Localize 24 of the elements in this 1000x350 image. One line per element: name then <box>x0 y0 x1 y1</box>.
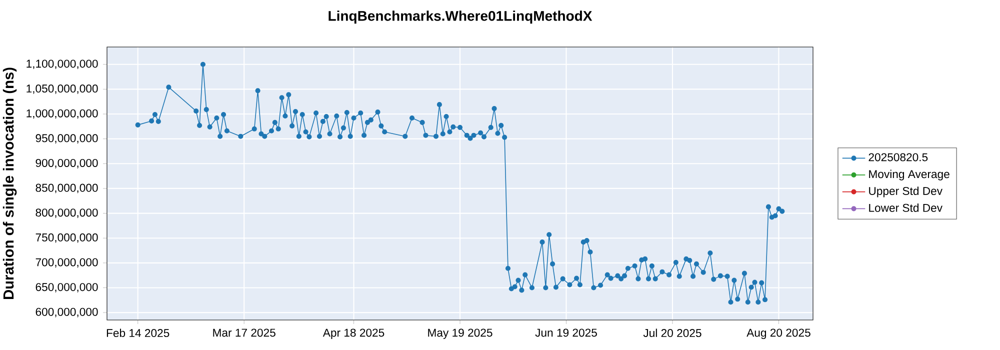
x-tick-label: Aug 20 2025 <box>746 328 810 339</box>
y-axis-title: Duration of single invocation (ns) <box>2 68 17 300</box>
x-tick-label: Mar 17 2025 <box>213 328 276 337</box>
y-tick-label: 700,000,000 <box>36 258 98 268</box>
y-tick-label: 1,100,000,000 <box>26 60 98 70</box>
y-tick-label: 650,000,000 <box>36 283 98 292</box>
y-tick-label: 1,000,000,000 <box>26 109 98 119</box>
x-tick-label: Apr 18 2025 <box>322 328 384 339</box>
x-tick-label: Jul 20 2025 <box>643 328 702 338</box>
x-tick-label: May 19 2025 <box>428 328 492 339</box>
y-tick-label: 1,050,000,000 <box>26 84 98 94</box>
y-tick-label: 600,000,000 <box>36 308 98 318</box>
y-tick-label: 750,000,000 <box>36 233 98 243</box>
chart-title: LinqBenchmarks.Where01LinqMethodX <box>328 10 592 24</box>
y-tick-label: 850,000,000 <box>36 184 98 194</box>
x-tick-label: Feb 14 2025 <box>106 328 170 338</box>
y-tick-label: 950,000,000 <box>36 134 98 144</box>
y-tick-label: 900,000,000 <box>36 158 98 168</box>
legend-label: Lower Std Dev <box>869 204 942 212</box>
y-tick-label: 800,000,000 <box>36 208 98 218</box>
legend-label: Upper Std Dev <box>869 186 942 198</box>
legend-label: Moving Average <box>869 170 950 180</box>
x-tick-label: Jun 19 2025 <box>535 328 597 337</box>
legend-label: 20250820.5 <box>868 153 928 162</box>
